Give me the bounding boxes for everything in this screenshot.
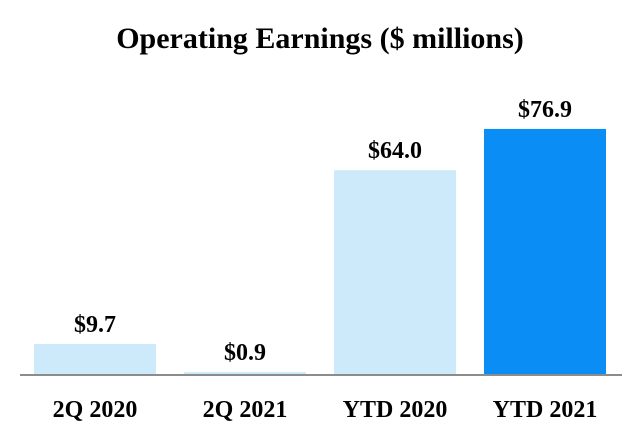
bar-ytd-2020 <box>334 170 456 375</box>
category-label-ytd-2020: YTD 2020 <box>343 397 448 423</box>
category-label-2q-2021: 2Q 2021 <box>203 397 288 423</box>
bar-2q-2021 <box>184 372 306 375</box>
data-labels-group: $9.7 $0.9 $64.0 $76.9 <box>74 97 572 366</box>
bar-ytd-2021 <box>484 128 606 375</box>
data-label-ytd-2021: $76.9 <box>518 97 572 123</box>
data-label-2q-2021: $0.9 <box>224 340 266 366</box>
category-label-2q-2020: 2Q 2020 <box>53 397 138 423</box>
data-label-ytd-2020: $64.0 <box>368 138 422 164</box>
bar-2q-2020 <box>34 343 156 375</box>
chart-title: Operating Earnings ($ millions) <box>116 22 524 55</box>
category-label-ytd-2021: YTD 2021 <box>493 397 598 423</box>
data-label-2q-2020: $9.7 <box>74 312 116 338</box>
bars-group <box>34 128 606 375</box>
category-labels-group: 2Q 2020 2Q 2021 YTD 2020 YTD 2021 <box>53 397 598 423</box>
